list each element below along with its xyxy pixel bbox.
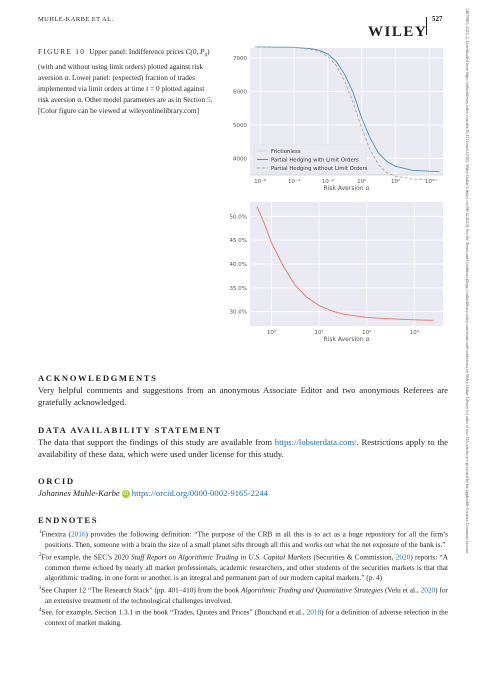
x-axis-label: Risk Aversion α — [324, 185, 370, 192]
lobster-link[interactable]: https://lobsterdata.com/ — [274, 437, 357, 447]
header-divider — [426, 17, 427, 35]
endnote-citation-link[interactable]: 2018 — [306, 607, 322, 617]
x-tick-label: 10³ — [410, 329, 419, 336]
endnote-text: (Velu et al., — [383, 585, 421, 595]
orcid-author: Johannes Muhle-Karbe — [38, 488, 120, 498]
x-tick-label: 10⁰ — [267, 329, 277, 336]
series-line-2 — [255, 46, 440, 181]
x-tick-label: 10⁻² — [322, 178, 334, 185]
y-tick-label: 6000 — [233, 89, 247, 95]
data-availability-text-before: The data that support the findings of th… — [38, 437, 275, 447]
y-tick-label: 35.0% — [230, 286, 247, 292]
y-tick-label: 50.0% — [230, 214, 247, 220]
x-tick-label: 10⁰ — [357, 178, 367, 185]
endnote-text: (Securities & Commission, — [311, 552, 396, 562]
acknowledgments-title: ACKNOWLEDGMENTS — [38, 373, 158, 383]
publisher-logo: WILEY — [368, 24, 428, 40]
legend-entry: Partial Hedging with Limit Orders — [271, 158, 359, 164]
lower-chart-svg: 10⁰ 10¹ 10² 10³ 30.0% 35.0% 40.0% 45.0% 50.0% Ris… — [230, 202, 443, 343]
caption-math-c: C(0, P — [185, 47, 205, 56]
endnote-1: 1Finextra (2016) provides the following … — [38, 528, 448, 551]
endnote-text: Algorithmic Trading and Quantitative Str… — [241, 585, 384, 595]
x-tick-label: 10⁻⁶ — [254, 178, 267, 185]
endnote-citation-link[interactable]: 2020 — [395, 552, 411, 562]
orcid-title: ORCID — [38, 476, 75, 486]
upper-chart: 10⁻⁶ 10⁻⁴ 10⁻² 10⁰ 10² 10⁴ 4000 5000 6000 7000 Ris… — [222, 46, 447, 206]
data-availability-text-after: . Restrictions apply to the availability… — [38, 437, 448, 459]
endnote-number: 4 — [39, 608, 42, 614]
endnote-text: For example, the SEC’s 2020 — [41, 552, 132, 562]
acknowledgments-text: Very helpful comments and suggestions fr… — [38, 385, 448, 407]
endnote-4: 4See, for example, Section 1.3.1 in the … — [38, 606, 448, 629]
orcid-link[interactable]: https://orcid.org/0000-0002-9165-2244 — [131, 488, 268, 498]
endnote-text: See Chapter 12 “The Research Stack” (pp.… — [41, 585, 242, 595]
series-line-0 — [256, 206, 434, 321]
endnotes-title: ENDNOTES — [38, 515, 99, 525]
figure-label: FIGURE 10 — [38, 47, 86, 56]
x-axis-label: Risk Aversion α — [324, 336, 370, 343]
page-number: 527 — [432, 15, 443, 23]
endnote-number: 2 — [39, 552, 42, 558]
x-tick-label: 10⁻⁴ — [288, 178, 301, 185]
orcid-line: Johannes Muhle-Karbe iD https://orcid.org/… — [38, 488, 268, 498]
endnote-text: ) for an extensive treatment of the tech… — [45, 585, 448, 605]
caption-math-t: t — [146, 84, 149, 94]
endnote-text: ) reports: “A common theme echoed by nea… — [45, 552, 448, 583]
caption-section-link[interactable]: 5 — [206, 95, 211, 105]
side-banner: 14679965, 2025, 2, Downloaded from https… — [461, 8, 473, 688]
y-tick-label: 30.0% — [230, 310, 247, 316]
endnote-citation-link[interactable]: 2020 — [420, 585, 436, 595]
upper-chart-svg: 10⁻⁶ 10⁻⁴ 10⁻² 10⁰ 10² 10⁴ 4000 5000 6000 7000 Ris… — [233, 46, 443, 192]
y-tick-label: 40.0% — [230, 262, 247, 268]
x-tick-label: 10⁴ — [425, 178, 435, 185]
legend-box — [253, 144, 367, 174]
endnote-text: Finextra ( — [41, 529, 71, 539]
series-line-1 — [255, 46, 440, 173]
endnote-text: See, for example, Section 1.3.1 in the b… — [41, 607, 307, 617]
caption-math-sub: 0 — [204, 53, 208, 59]
y-tick-label: 45.0% — [230, 238, 247, 244]
caption-text-4: . [Color figure can be viewed at wileyon… — [38, 95, 213, 116]
figure-caption: FIGURE 10 Upper panel: Indifference price… — [38, 46, 213, 116]
legend-entry: Frictionless — [271, 149, 301, 155]
endnote-text: Staff Report on Algorithmic Trading in U… — [131, 552, 312, 562]
endnote-citation-link[interactable]: 2016 — [70, 529, 86, 539]
caption-text-1: Upper panel: Indifference prices — [89, 47, 186, 56]
endnote-text: ) provides the following definition: “Th… — [45, 529, 448, 550]
y-tick-label: 7000 — [233, 56, 247, 62]
endnote-3: 3See Chapter 12 “The Research Stack” (pp… — [38, 584, 448, 607]
orcid-icon: iD — [121, 490, 130, 498]
endnote-2: 2For example, the SEC’s 2020 Staff Repor… — [38, 551, 448, 584]
endnote-text: ) for a definition of adverse selection … — [45, 607, 448, 628]
y-tick-label: 5000 — [233, 123, 247, 129]
lower-chart: 10⁰ 10¹ 10² 10³ 30.0% 35.0% 40.0% 45.0% 50.0% Ris… — [222, 198, 447, 353]
running-head: MUHLE-KARBE ET AL. — [38, 16, 114, 23]
side-banner-text: 14679965, 2025, 2, Downloaded from https… — [465, 8, 470, 554]
data-availability-text: The data that support the findings of th… — [38, 437, 448, 460]
x-tick-label: 10¹ — [314, 329, 323, 336]
x-tick-label: 10² — [391, 178, 400, 185]
endnote-number: 3 — [39, 585, 42, 591]
endnote-number: 1 — [39, 530, 42, 535]
caption-text-2: ) (with and without using limit orders) … — [38, 47, 210, 94]
endnotes-list: 1Finextra (2016) provides the following … — [38, 528, 448, 629]
legend-entry: Partial Hedging without Limit Orders — [271, 166, 368, 172]
data-availability-title: DATA AVAILABILITY STATEMENT — [38, 425, 222, 435]
x-tick-label: 10² — [362, 329, 371, 336]
caption-text-3: = 0 plotted against risk aversion α. Oth… — [38, 84, 207, 105]
y-tick-label: 4000 — [233, 156, 247, 162]
